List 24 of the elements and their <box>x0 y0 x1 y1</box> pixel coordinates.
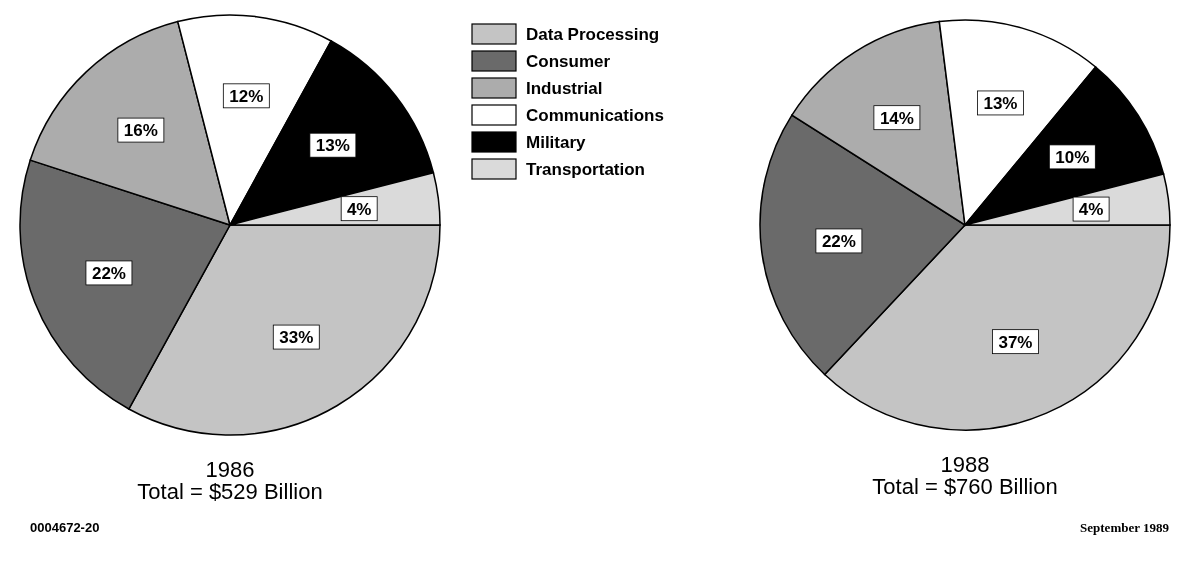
text: Total = $760 Billion <box>872 474 1058 499</box>
data-label: 10% <box>1055 147 1090 167</box>
text: 1988 <box>940 452 990 477</box>
data-label: 33% <box>279 328 314 348</box>
data-label: 22% <box>91 263 126 283</box>
legend-label: Communications <box>526 106 664 125</box>
text: September 1989 <box>1080 520 1170 535</box>
data-label: 16% <box>123 121 158 141</box>
legend-label: Industrial <box>526 79 603 98</box>
text: 1986 <box>205 457 255 482</box>
data-label: 12% <box>229 86 264 106</box>
legend-label: Data Processing <box>526 25 660 44</box>
data-label: 4% <box>346 199 372 219</box>
data-label: 13% <box>983 93 1018 113</box>
data-label: 4% <box>1078 200 1104 220</box>
data-label: 37% <box>998 332 1033 352</box>
text: 0004672-20 <box>30 520 100 535</box>
data-label: 22% <box>821 231 856 251</box>
legend-label: Military <box>526 133 587 152</box>
data-label: 13% <box>315 136 350 156</box>
legend-label: Consumer <box>526 52 611 71</box>
text: Total = $529 Billion <box>137 479 323 504</box>
data-label: 14% <box>879 108 914 128</box>
legend-label: Transportation <box>526 160 646 179</box>
